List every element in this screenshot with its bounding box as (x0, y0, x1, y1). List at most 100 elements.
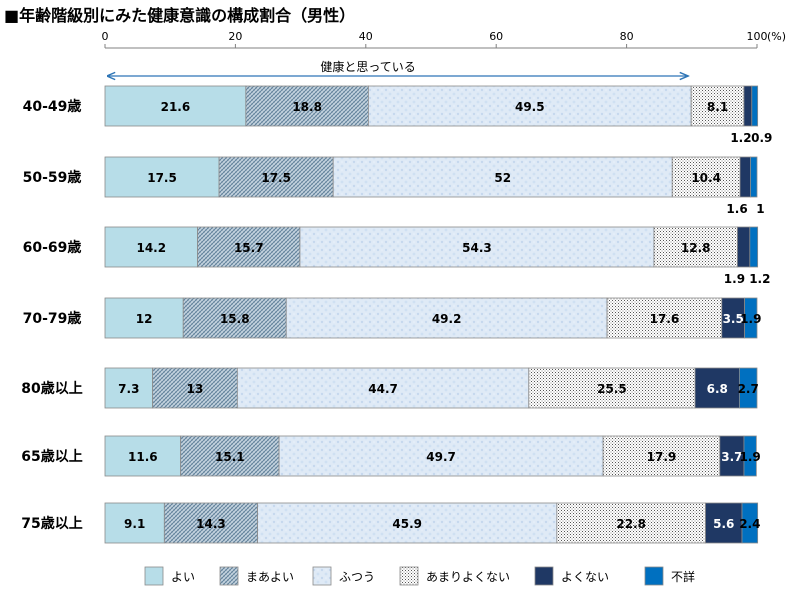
data-label: 15.8 (220, 312, 250, 326)
data-label: 13 (187, 382, 204, 396)
category-label: 80歳以上 (21, 380, 82, 397)
bar-segment-4 (705, 502, 743, 544)
data-label: 15.7 (234, 241, 264, 255)
legend-swatch (312, 566, 332, 586)
bar-segment-2 (299, 226, 655, 268)
bar-segment-1 (197, 226, 301, 268)
category-label: 70-79歳 (23, 310, 82, 327)
data-label: 1 (756, 202, 764, 216)
bar-segment-5 (749, 226, 759, 268)
bar-segment-3 (653, 226, 738, 268)
bar-segment-1 (180, 435, 280, 477)
bar-segment-4 (719, 435, 745, 477)
data-label: 1.2 (730, 131, 751, 145)
data-label: 17.9 (647, 450, 677, 464)
bar-segment-5 (738, 367, 758, 409)
legend-label: よい (171, 570, 195, 584)
legend-label: 不詳 (671, 569, 695, 584)
bar-segment-4 (694, 367, 740, 409)
data-label: 1.9 (740, 312, 761, 326)
category-label: 50-59歳 (23, 169, 82, 186)
bar-segment-2 (236, 367, 530, 409)
legend-label: ふつう (339, 570, 375, 584)
x-tick-label: 80 (620, 30, 634, 43)
bar-segment-2 (285, 297, 608, 339)
data-label: 17.5 (261, 171, 291, 185)
data-label: 52 (494, 171, 511, 185)
legend-swatch (219, 566, 239, 586)
data-label: 18.8 (292, 100, 322, 114)
data-label: 11.6 (128, 450, 158, 464)
legend-swatch (534, 566, 554, 586)
data-label: 44.7 (368, 382, 398, 396)
legend-label: あまりよくない (426, 570, 510, 584)
data-label: 1.6 (726, 202, 747, 216)
bar-segment-0 (104, 435, 182, 477)
x-tick-label: 20 (228, 30, 242, 43)
bar-segment-3 (606, 297, 723, 339)
legend-swatch (399, 566, 419, 586)
data-label: 12.8 (681, 241, 711, 255)
legend-swatch (644, 566, 664, 586)
data-label: 54.3 (462, 241, 492, 255)
data-label: 6.8 (707, 382, 728, 396)
bar-segment-0 (104, 297, 184, 339)
x-tick-label: 100 (747, 30, 768, 43)
bar-segment-3 (690, 85, 745, 127)
data-label: 25.5 (597, 382, 627, 396)
data-label: 14.3 (196, 517, 226, 531)
data-label: 1.9 (724, 272, 745, 286)
bar-segment-2 (278, 435, 604, 477)
data-label: 49.7 (426, 450, 456, 464)
legend-swatch (144, 566, 164, 586)
legend-label: まあよい (246, 570, 294, 584)
bar-segment-1 (182, 297, 287, 339)
data-label: 3.5 (723, 312, 744, 326)
data-label: 5.6 (713, 517, 734, 531)
bar-segment-3 (556, 502, 706, 544)
data-label: 9.1 (124, 517, 145, 531)
data-label: 3.7 (721, 450, 742, 464)
x-tick-label: 40 (359, 30, 373, 43)
data-label: 8.1 (707, 100, 728, 114)
data-label: 7.3 (118, 382, 139, 396)
data-label: 45.9 (392, 517, 422, 531)
category-label: 65歳以上 (21, 448, 82, 465)
bar-segment-3 (671, 156, 741, 198)
bar-segment-5 (750, 156, 758, 198)
category-label: 75歳以上 (21, 515, 82, 532)
data-label: 1.2 (749, 272, 770, 286)
bar-segment-3 (528, 367, 696, 409)
x-tick-label: 60 (489, 30, 503, 43)
data-label: 10.4 (691, 171, 721, 185)
data-label: 22.8 (616, 517, 646, 531)
data-label: 49.5 (515, 100, 545, 114)
bar-segment-3 (602, 435, 721, 477)
bar-segment-5 (743, 435, 757, 477)
annotation-label: 健康と思っている (320, 59, 415, 74)
bar-segment-2 (332, 156, 673, 198)
bar-segment-0 (104, 367, 153, 409)
data-label: 12 (136, 312, 153, 326)
bar-segment-1 (218, 156, 334, 198)
data-label: 21.6 (161, 100, 191, 114)
bar-segment-1 (152, 367, 238, 409)
data-label: 17.6 (650, 312, 680, 326)
data-label: 1.9 (740, 450, 761, 464)
data-label: 49.2 (432, 312, 462, 326)
data-label: 14.2 (136, 241, 166, 255)
data-label: 0.9 (751, 131, 772, 145)
bar-segment-0 (104, 226, 198, 268)
legend-label: よくない (561, 570, 609, 584)
bar-segment-5 (744, 297, 758, 339)
data-label: 17.5 (147, 171, 177, 185)
x-tick-label: 0 (102, 30, 109, 43)
bar-segment-2 (257, 502, 558, 544)
data-label: 2.4 (739, 517, 760, 531)
bar-segment-5 (741, 502, 759, 544)
bar-segment-4 (743, 85, 753, 127)
data-label: 15.1 (215, 450, 245, 464)
data-label: 2.7 (738, 382, 759, 396)
category-label: 60-69歳 (23, 239, 82, 256)
